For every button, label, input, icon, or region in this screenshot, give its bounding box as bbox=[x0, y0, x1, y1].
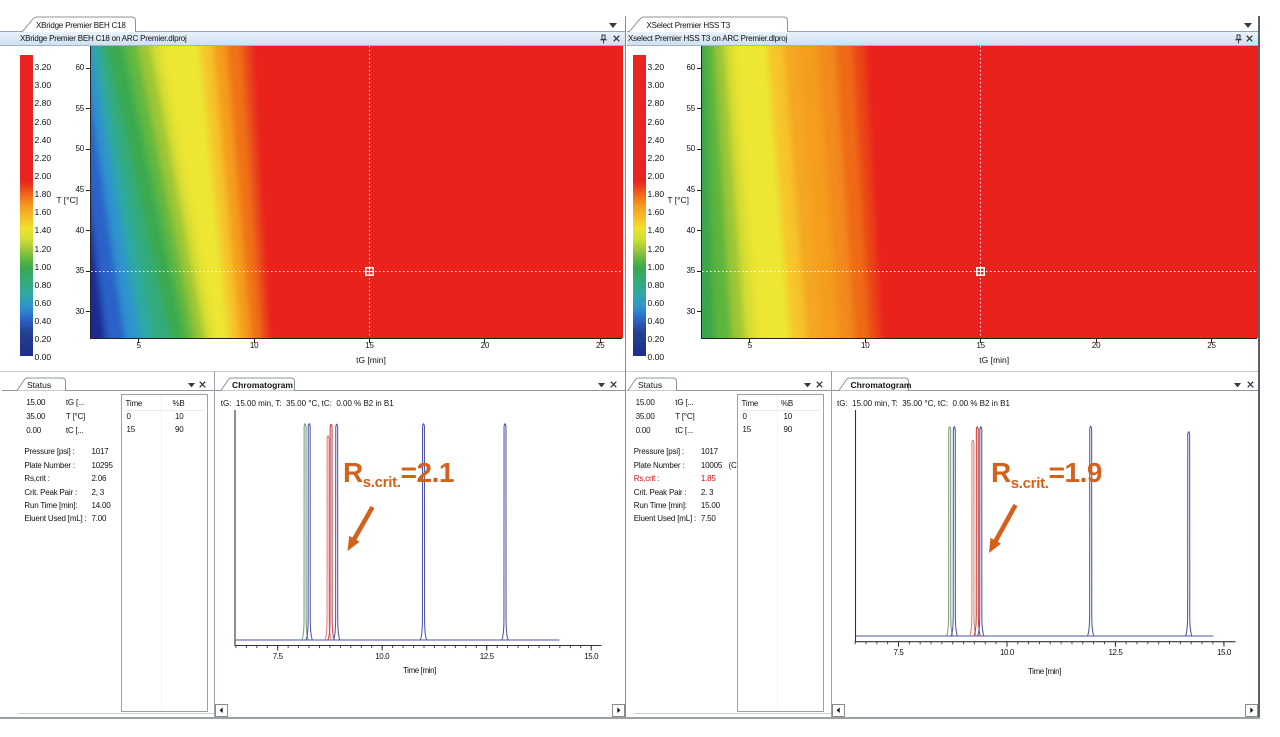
svg-text:Time [min]: Time [min] bbox=[402, 666, 435, 675]
svg-text:10.0: 10.0 bbox=[375, 652, 390, 661]
svg-text:Time [min]: Time [min] bbox=[1027, 667, 1060, 676]
svg-text:10.0: 10.0 bbox=[1000, 648, 1015, 657]
svg-text:15.0: 15.0 bbox=[1217, 648, 1232, 657]
svg-text:12.5: 12.5 bbox=[479, 652, 494, 661]
svg-text:7.5: 7.5 bbox=[893, 648, 904, 657]
svg-text:12.5: 12.5 bbox=[1108, 648, 1123, 657]
svg-text:15.0: 15.0 bbox=[584, 652, 599, 661]
svg-text:7.5: 7.5 bbox=[272, 652, 283, 661]
